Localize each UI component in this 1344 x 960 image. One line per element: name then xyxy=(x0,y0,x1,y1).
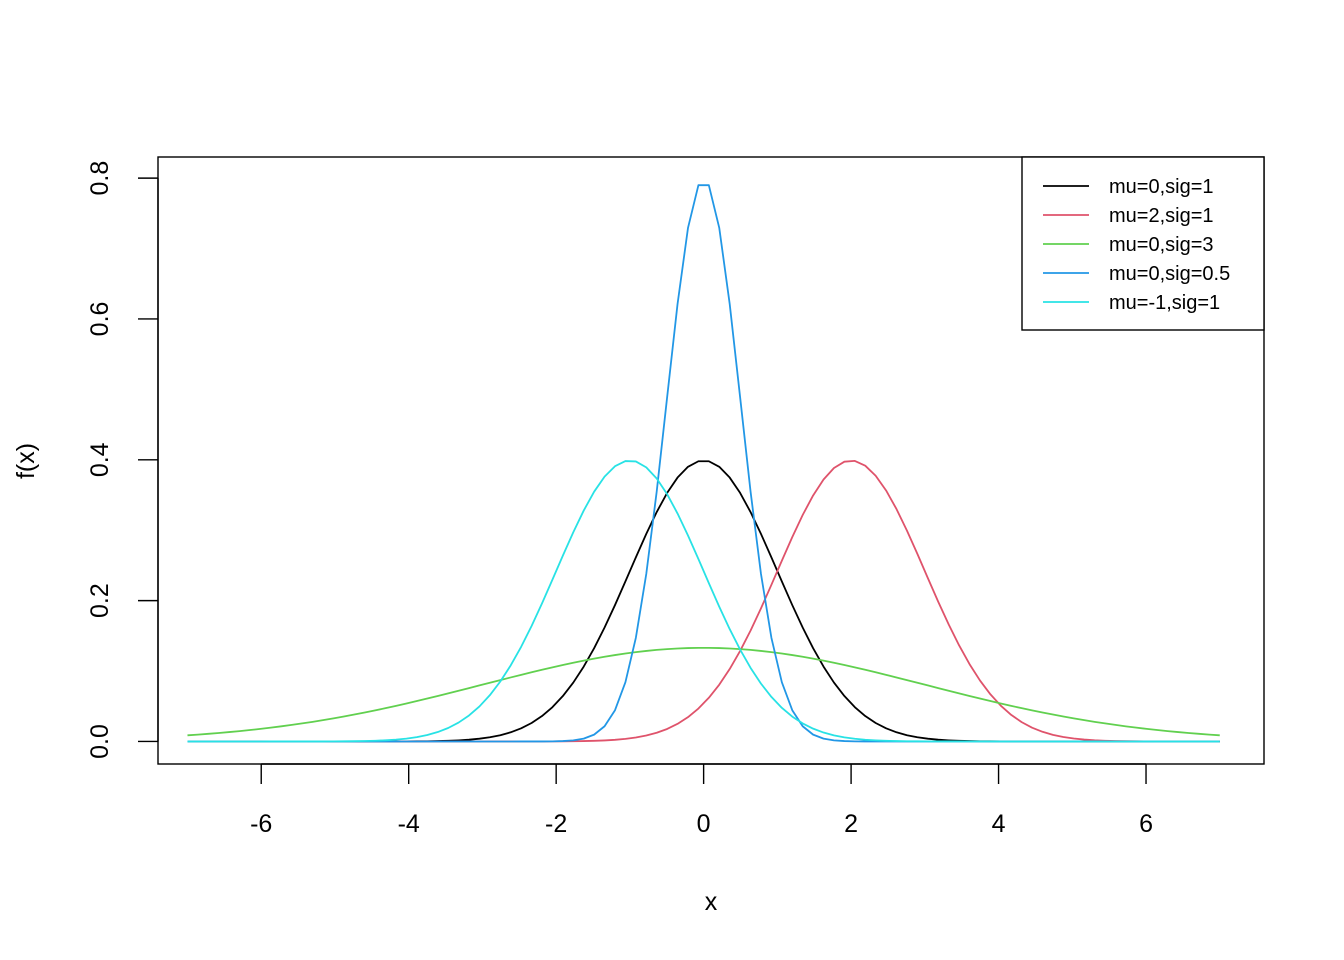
legend-label-2: mu=2,sig=1 xyxy=(1109,205,1214,227)
x-tick-label: -4 xyxy=(398,810,420,838)
x-tick-label: -6 xyxy=(250,810,272,838)
y-axis: 0.0 0.2 0.4 0.6 0.8 xyxy=(86,161,159,759)
x-tick-label: 4 xyxy=(992,810,1006,838)
legend-label-5: mu=-1,sig=1 xyxy=(1109,292,1220,314)
x-tick-label: 0 xyxy=(697,810,711,838)
x-tick-label: 6 xyxy=(1139,810,1153,838)
x-tick-label: -2 xyxy=(545,810,567,838)
y-tick-label: 0.6 xyxy=(86,302,114,337)
legend-label-1: mu=0,sig=1 xyxy=(1109,176,1214,198)
legend-label-4: mu=0,sig=0.5 xyxy=(1109,263,1230,285)
series-line-3 xyxy=(187,646,1220,737)
x-tick-label: 2 xyxy=(844,810,858,838)
series-line-5 xyxy=(187,460,1220,743)
curves-layer xyxy=(187,184,1220,743)
y-tick-label: 0.4 xyxy=(86,442,114,477)
y-tick-label: 0.8 xyxy=(86,161,114,196)
y-tick-label: 0.2 xyxy=(86,583,114,618)
x-axis: -6 -4 -2 0 2 4 6 xyxy=(250,763,1153,838)
legend: mu=0,sig=1 mu=2,sig=1 mu=0,sig=3 mu=0,sig=0… xyxy=(1021,156,1265,331)
legend-label-3: mu=0,sig=3 xyxy=(1109,234,1214,256)
x-axis-title: x xyxy=(705,888,718,916)
y-axis-title: f(x) xyxy=(12,443,40,479)
series-line-2 xyxy=(187,459,1220,743)
y-tick-label: 0.0 xyxy=(86,724,114,759)
series-line-1 xyxy=(187,460,1220,743)
